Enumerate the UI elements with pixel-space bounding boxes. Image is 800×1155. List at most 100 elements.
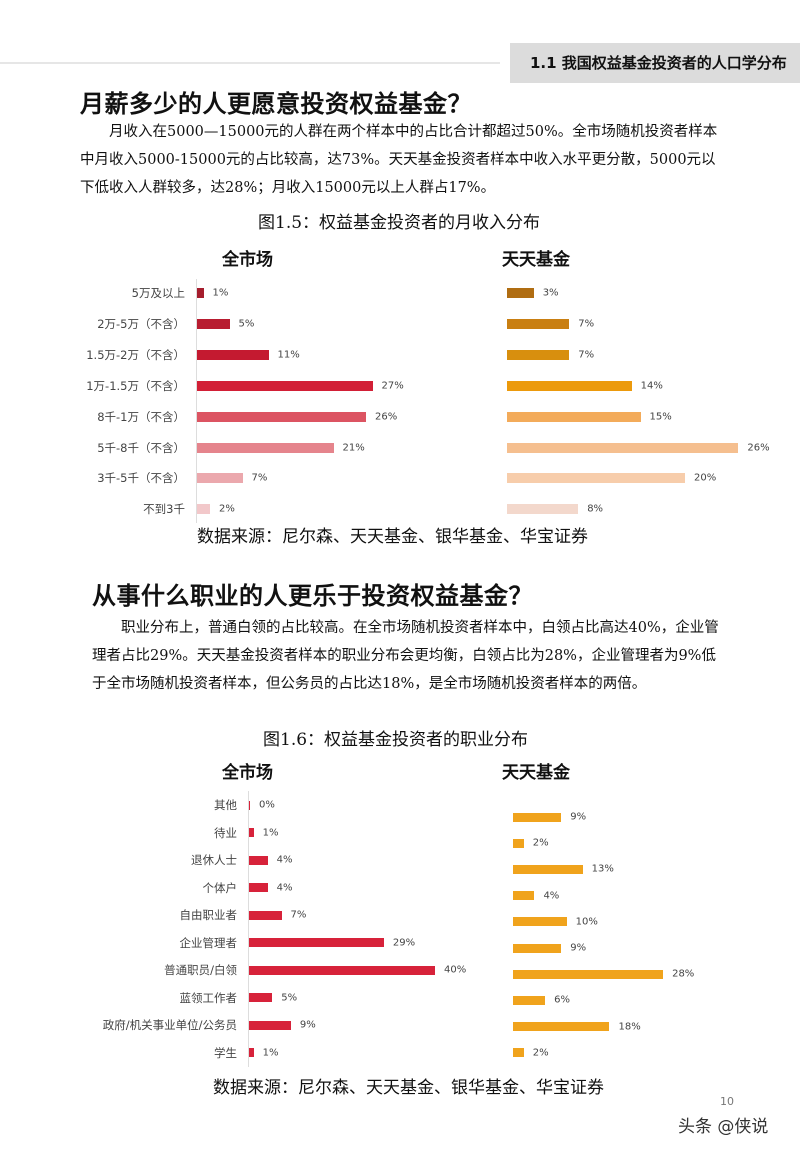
chart-title: 天天基金 bbox=[502, 250, 570, 270]
bar bbox=[197, 349, 269, 360]
bar bbox=[249, 1048, 254, 1057]
bar bbox=[249, 855, 268, 865]
category-label: 学生 bbox=[214, 1045, 237, 1060]
data-label: 1% bbox=[212, 287, 229, 299]
header-rule bbox=[0, 62, 500, 64]
category-label: 1万-1.5万（不含） bbox=[86, 378, 185, 393]
data-label: 21% bbox=[342, 442, 365, 453]
data-label: 3% bbox=[542, 287, 559, 299]
bar bbox=[513, 1022, 610, 1032]
bar bbox=[249, 828, 254, 837]
bar bbox=[507, 411, 641, 422]
data-label: 15% bbox=[649, 411, 672, 423]
data-label: 8% bbox=[587, 503, 604, 515]
data-label: 1% bbox=[262, 827, 279, 838]
data-label: 9% bbox=[570, 811, 587, 823]
bar bbox=[513, 969, 664, 979]
section1-heading: 月薪多少的人更愿意投资权益基金？ bbox=[80, 90, 472, 118]
bar bbox=[513, 917, 567, 927]
data-label: 1% bbox=[262, 1047, 279, 1058]
data-label: 40% bbox=[444, 964, 467, 976]
bar bbox=[249, 938, 384, 947]
category-label: 1.5万-2万（不含） bbox=[86, 347, 185, 362]
chart-title: 天天基金 bbox=[502, 763, 570, 783]
bar bbox=[249, 1020, 291, 1030]
section2-paragraph: 职业分布上，普通白领的占比较高。在全市场随机投资者样本中，白领占比高达40%，企… bbox=[92, 620, 719, 692]
watermark: 头条 @侠说 bbox=[678, 1117, 769, 1137]
chart-axis bbox=[248, 791, 249, 1067]
category-label: 8千-1万（不含） bbox=[97, 409, 185, 424]
data-label: 27% bbox=[381, 380, 404, 392]
category-label: 自由职业者 bbox=[179, 908, 238, 922]
bar bbox=[513, 838, 524, 848]
data-label: 2% bbox=[219, 503, 235, 515]
data-label: 5% bbox=[281, 992, 298, 1003]
category-label: 企业管理者 bbox=[179, 935, 238, 950]
bar bbox=[507, 380, 632, 391]
data-label: 28% bbox=[672, 968, 695, 980]
chart-title: 全市场 bbox=[222, 763, 273, 783]
category-label: 退休人士 bbox=[191, 853, 237, 867]
section2-heading: 从事什么职业的人更乐于投资权益基金？ bbox=[92, 582, 533, 610]
bar bbox=[507, 442, 739, 453]
figure-1-5-caption: 图1.5：权益基金投资者的月收入分布 bbox=[258, 213, 541, 233]
category-label: 政府/机关事业单位/公务员 bbox=[102, 1018, 237, 1032]
data-label: 29% bbox=[392, 937, 416, 948]
bar bbox=[197, 288, 204, 298]
category-label: 3千-5千（不含） bbox=[97, 471, 185, 486]
category-label: 待业 bbox=[214, 825, 237, 840]
chart-title: 全市场 bbox=[222, 250, 273, 270]
bar bbox=[513, 1048, 524, 1058]
bar bbox=[513, 864, 583, 874]
data-label: 4% bbox=[276, 854, 293, 866]
data-label: 14% bbox=[640, 380, 663, 392]
bar bbox=[249, 910, 282, 920]
bar bbox=[507, 318, 570, 329]
bar bbox=[513, 812, 562, 822]
data-label: 4% bbox=[543, 890, 560, 902]
bar bbox=[513, 995, 546, 1005]
bar bbox=[507, 288, 534, 298]
data-label: 26% bbox=[375, 411, 398, 423]
data-label: 7% bbox=[578, 318, 595, 330]
category-label: 个体户 bbox=[202, 880, 238, 895]
data-label: 7% bbox=[251, 472, 268, 484]
data-label: 11% bbox=[277, 349, 300, 361]
category-label: 5万及以上 bbox=[131, 286, 185, 300]
bar bbox=[507, 473, 685, 484]
data-label: 7% bbox=[290, 909, 307, 921]
figure-1-6-caption: 图1.6：权益基金投资者的职业分布 bbox=[263, 730, 529, 750]
category-label: 其他 bbox=[214, 798, 237, 812]
bar bbox=[249, 965, 435, 975]
bar bbox=[197, 411, 366, 422]
data-label: 2% bbox=[532, 1047, 549, 1059]
data-label: 9% bbox=[570, 942, 587, 954]
data-label: 18% bbox=[618, 1021, 641, 1033]
bar bbox=[197, 504, 210, 515]
data-label: 9% bbox=[299, 1019, 316, 1031]
data-label: 2% bbox=[532, 837, 549, 849]
bar bbox=[507, 349, 570, 360]
bar bbox=[513, 891, 535, 901]
page-number: 10 bbox=[720, 1095, 734, 1108]
figure-1-6-source: 数据来源：尼尔森、天天基金、银华基金、华宝证券 bbox=[213, 1078, 604, 1098]
chart-axis bbox=[196, 279, 197, 524]
bar bbox=[249, 993, 273, 1002]
data-label: 5% bbox=[238, 318, 255, 330]
data-label: 26% bbox=[747, 442, 770, 453]
bar bbox=[249, 883, 268, 892]
section1-paragraph: 月收入在5000—15000元的人群在两个样本中的占比合计都超过50%。全市场随… bbox=[80, 124, 718, 196]
bar bbox=[507, 504, 579, 515]
category-label: 普通职员/白领 bbox=[164, 963, 237, 977]
bar bbox=[197, 442, 334, 453]
bar bbox=[513, 943, 562, 953]
data-label: 6% bbox=[554, 994, 571, 1006]
category-label: 5千-8千（不含） bbox=[97, 440, 185, 455]
figure-1-5-source: 数据来源：尼尔森、天天基金、银华基金、华宝证券 bbox=[197, 527, 588, 547]
data-label: 20% bbox=[694, 472, 717, 484]
bar bbox=[197, 473, 243, 484]
data-label: 10% bbox=[575, 916, 598, 928]
data-label: 13% bbox=[591, 863, 614, 875]
category-label: 2万-5万（不含） bbox=[97, 316, 185, 331]
